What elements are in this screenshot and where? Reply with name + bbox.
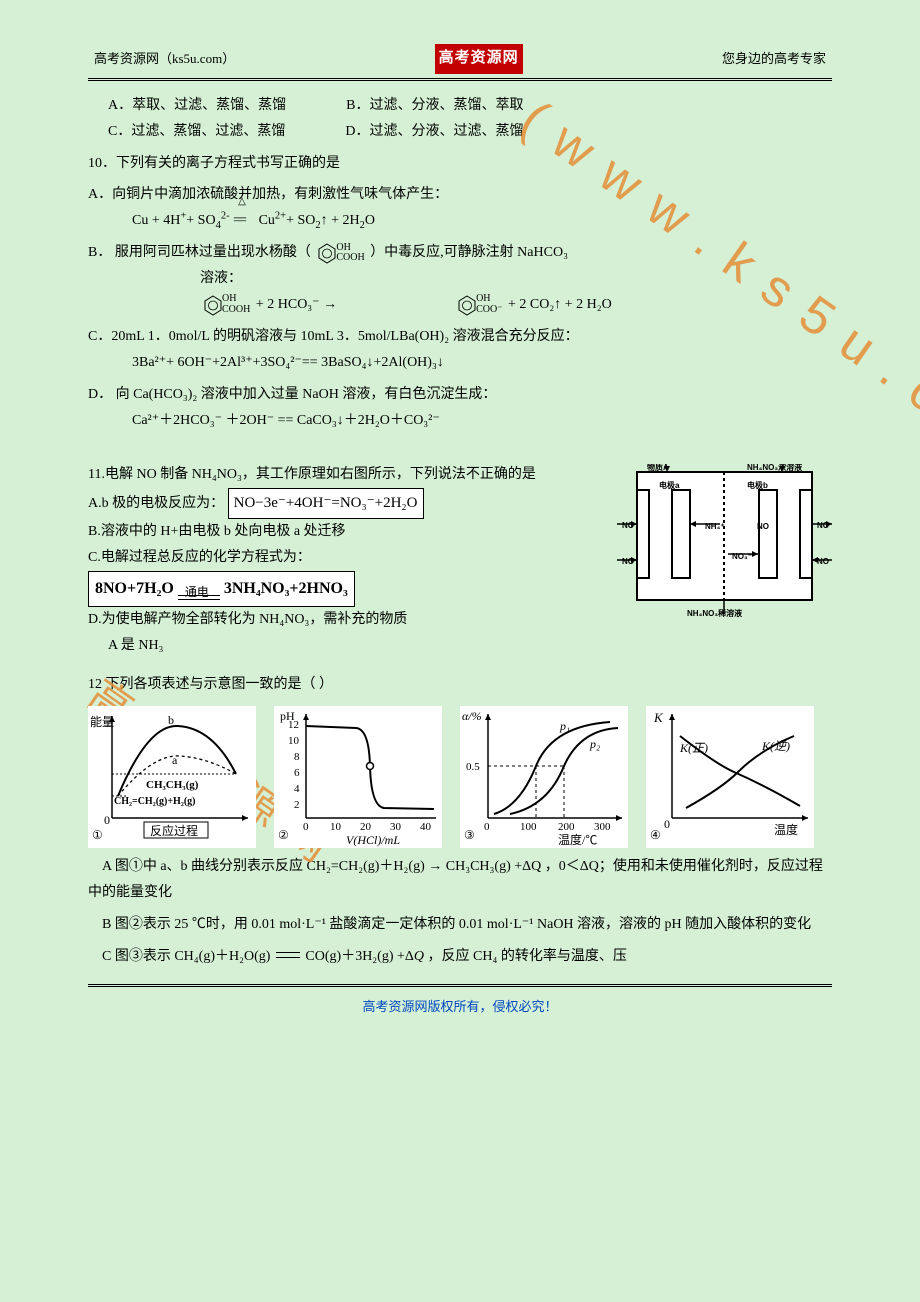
svg-text:NO: NO xyxy=(757,522,769,531)
chart3-num: ③ xyxy=(464,824,475,846)
svg-text:K: K xyxy=(653,710,664,725)
svg-text:0.5: 0.5 xyxy=(466,761,480,773)
header-right: 您身边的高考专家 xyxy=(722,47,826,71)
q12-stem: 12 下列各项表述与示意图一致的是（ ） xyxy=(88,672,832,698)
svg-text:b: b xyxy=(168,713,174,727)
header-badge: 高考资源网 xyxy=(435,44,523,74)
q10-b1: B． 服用阿司匹林过量出现水杨酸（ xyxy=(88,245,311,260)
page-header: 高考资源网（ks5u.com） 高考资源网 您身边的高考专家 xyxy=(88,44,832,78)
svg-text:p₁: p₁ xyxy=(559,719,570,733)
q10-b3-tail: + 2 CO₂↑ + 2 H₂O xyxy=(508,297,612,312)
q12-charts: 能量 a b CH₃CH₃(g) CH₂=CH₂(g)+H₂(g) 0 反应过程… xyxy=(88,706,832,848)
q11-c-eq-r: 3NH₄NO₃+2HNO₃ xyxy=(224,580,348,597)
chart4-num: ④ xyxy=(650,824,661,846)
q10-d2: Ca²⁺＋2HCO₃⁻ ＋2OH⁻ == CaCO₃↓＋2H₂O＋CO₃²⁻ xyxy=(88,408,832,434)
q10-b3: OHCOOH + 2 HCO₃⁻ → OHCOO⁻ + 2 CO₂↑ + 2 H… xyxy=(88,292,832,318)
svg-text:0: 0 xyxy=(664,817,670,831)
benzene-icon-3: OHCOO⁻ xyxy=(456,294,502,316)
chart1-num: ① xyxy=(92,824,103,846)
q10-b2: 溶液： xyxy=(88,266,832,292)
chart-1: 能量 a b CH₃CH₃(g) CH₂=CH₂(g)+H₂(g) 0 反应过程… xyxy=(88,706,256,848)
q10-b1-line: B． 服用阿司匹林过量出现水杨酸（ OHCOOH ）中毒反应,可静脉注射 NaH… xyxy=(88,240,832,266)
q9-opt-b: B．过滤、分液、蒸馏、萃取 xyxy=(346,93,523,119)
svg-text:20: 20 xyxy=(360,821,372,833)
q12-b: B 图②表示 25 ℃时，用 0.01 mol·L⁻¹ 盐酸滴定一定体积的 0.… xyxy=(88,912,832,938)
svg-text:0: 0 xyxy=(484,821,490,833)
rule-bottom xyxy=(88,984,832,987)
benzene-icon: OHCOOH xyxy=(316,242,364,264)
q10-stem: 10．下列有关的离子方程式书写正确的是 xyxy=(88,151,832,177)
svg-text:α/%: α/% xyxy=(462,709,482,723)
svg-text:4: 4 xyxy=(294,783,300,795)
svg-text:能量: 能量 xyxy=(90,715,114,729)
body: ( w w w . k s 5 u . c o m ) 高 考 资 源 网 A．… xyxy=(88,93,832,970)
svg-text:300: 300 xyxy=(594,821,611,833)
svg-text:温度: 温度 xyxy=(774,822,798,837)
svg-text:NH₄NO₃浓溶液: NH₄NO₃浓溶液 xyxy=(747,464,802,472)
q10-a2-post: Cu xyxy=(255,213,275,228)
svg-text:10: 10 xyxy=(330,821,342,833)
svg-text:2: 2 xyxy=(294,799,300,811)
q12-c: C 图③表示 CH₄(g)＋H₂O(g) CO(g)＋3H₂(g) +ΔQ ，反… xyxy=(88,944,832,970)
q11-c-eq-l: 8NO+7H₂O xyxy=(95,580,174,597)
q10-d1: D． 向 Ca(HCO₃)₂ 溶液中加入过量 NaOH 溶液，有白色沉淀生成： xyxy=(88,382,832,408)
svg-text:200: 200 xyxy=(558,821,575,833)
svg-text:a: a xyxy=(172,753,178,767)
chart-2: 12 10 8 6 4 2 0 10 20 30 40 pH xyxy=(274,706,442,848)
q10-a2-pre: Cu + 4H xyxy=(132,213,180,228)
chart-4: K K(正) K(逆) 0 温度 ④ xyxy=(646,706,814,848)
chart-3: α/% p₁ p₂ 0.5 0 100 200 300 温度/℃ ③ xyxy=(460,706,628,848)
svg-text:CH₂=CH₂(g)+H₂(g): CH₂=CH₂(g)+H₂(g) xyxy=(114,796,196,807)
svg-text:40: 40 xyxy=(420,821,432,833)
q9-opt-d: D．过滤、分液、过滤、蒸馏 xyxy=(345,119,523,145)
q10-b3-mid: + 2 HCO₃⁻ → xyxy=(256,297,337,312)
q12-a: A 图①中 a、b 曲线分别表示反应 CH₂=CH₂(g)＋H₂(g) → CH… xyxy=(88,854,832,906)
svg-text:6: 6 xyxy=(294,767,300,779)
q10-a1: A．向铜片中滴加浓硫酸并加热，有刺激性气味气体产生： xyxy=(88,182,832,208)
q11-a-text: A.b 极的电极反应为： xyxy=(88,496,224,511)
q9-opt-c: C．过滤、蒸馏、过滤、蒸馏 xyxy=(108,119,285,145)
svg-text:30: 30 xyxy=(390,821,402,833)
svg-text:CH₃CH₃(g): CH₃CH₃(g) xyxy=(146,779,199,791)
svg-text:pH: pH xyxy=(280,709,295,723)
q11-d2: A 是 NH₃ xyxy=(88,633,832,659)
q9-row1: A．萃取、过滤、蒸馏、蒸馏 B．过滤、分液、蒸馏、萃取 xyxy=(88,93,832,119)
benzene-icon-2: OHCOOH xyxy=(202,294,250,316)
svg-text:电极b: 电极b xyxy=(747,480,768,490)
footer: 高考资源网版权所有，侵权必究！ xyxy=(88,995,832,1019)
svg-text:10: 10 xyxy=(288,735,300,747)
svg-text:K(逆): K(逆) xyxy=(761,739,790,753)
svg-text:NO: NO xyxy=(817,557,829,566)
q10-c1: C．20mL 1．0mol/L 的明矾溶液与 10mL 3．5mol/LBa(O… xyxy=(88,324,832,350)
q11: 物质A NH₄NO₃浓溶液 电极a 电极b NO NO NO NO NH₄⁺ N… xyxy=(88,462,832,659)
svg-text:p₂: p₂ xyxy=(589,737,600,751)
svg-text:100: 100 xyxy=(520,821,537,833)
svg-text:0: 0 xyxy=(303,821,309,833)
header-left: 高考资源网（ks5u.com） xyxy=(94,47,235,71)
chart2-num: ② xyxy=(278,824,289,846)
svg-text:NH₄NO₃稀溶液: NH₄NO₃稀溶液 xyxy=(687,608,742,618)
rule-top xyxy=(88,78,832,81)
svg-text:温度/℃: 温度/℃ xyxy=(558,832,597,847)
q10-b1-tail: ）中毒反应,可静脉注射 NaHCO₃ xyxy=(370,245,568,260)
svg-text:K(正): K(正) xyxy=(679,741,708,755)
q9-opt-a: A．萃取、过滤、蒸馏、蒸馏 xyxy=(108,93,286,119)
svg-text:电极a: 电极a xyxy=(659,480,680,490)
svg-text:反应过程: 反应过程 xyxy=(150,823,198,838)
q11-a-eq: NO−3e⁻+4OH⁻=NO₃⁻+2H₂O xyxy=(228,488,424,520)
q10-c2: 3Ba²⁺+ 6OH⁻+2Al³⁺+3SO₄²⁻== 3BaSO₄↓+2Al(O… xyxy=(88,350,832,376)
q9-row2: C．过滤、蒸馏、过滤、蒸馏 D．过滤、分液、过滤、蒸馏 xyxy=(88,119,832,145)
svg-text:8: 8 xyxy=(294,751,300,763)
q10-a2: Cu + 4H++ SO42- Cu2++ SO2↑ + 2H2O xyxy=(88,208,832,234)
electrolysis-diagram: 物质A NH₄NO₃浓溶液 电极a 电极b NO NO NO NO NH₄⁺ N… xyxy=(617,464,832,622)
svg-text:V(HCl)/mL: V(HCl)/mL xyxy=(346,833,400,847)
svg-text:0: 0 xyxy=(104,813,110,827)
